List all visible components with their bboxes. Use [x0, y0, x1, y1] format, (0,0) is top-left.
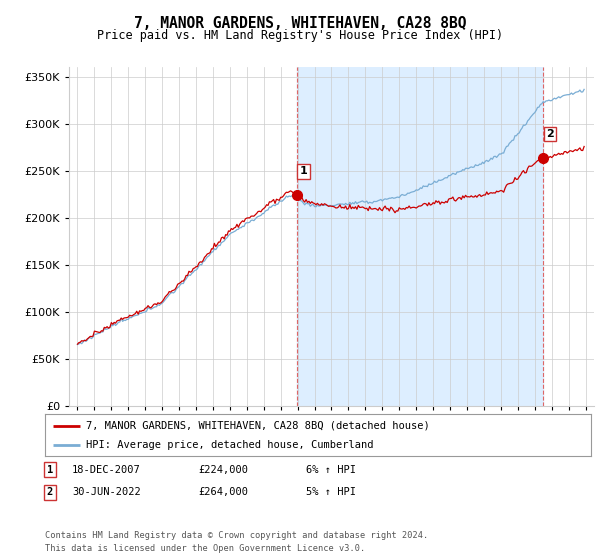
- Bar: [297, 67, 543, 406]
- Text: 30-JUN-2022: 30-JUN-2022: [72, 487, 141, 497]
- Text: 7, MANOR GARDENS, WHITEHAVEN, CA28 8BQ: 7, MANOR GARDENS, WHITEHAVEN, CA28 8BQ: [134, 16, 466, 31]
- Text: Contains HM Land Registry data © Crown copyright and database right 2024.: Contains HM Land Registry data © Crown c…: [45, 531, 428, 540]
- Text: 18-DEC-2007: 18-DEC-2007: [72, 465, 141, 475]
- Text: 2: 2: [546, 129, 553, 139]
- Text: £224,000: £224,000: [198, 465, 248, 475]
- Text: Price paid vs. HM Land Registry's House Price Index (HPI): Price paid vs. HM Land Registry's House …: [97, 29, 503, 42]
- Text: This data is licensed under the Open Government Licence v3.0.: This data is licensed under the Open Gov…: [45, 544, 365, 553]
- Text: £264,000: £264,000: [198, 487, 248, 497]
- Text: 1: 1: [299, 166, 307, 176]
- Text: 2: 2: [47, 487, 53, 497]
- Text: 6% ↑ HPI: 6% ↑ HPI: [306, 465, 356, 475]
- Text: 1: 1: [47, 465, 53, 475]
- Text: 7, MANOR GARDENS, WHITEHAVEN, CA28 8BQ (detached house): 7, MANOR GARDENS, WHITEHAVEN, CA28 8BQ (…: [86, 421, 430, 431]
- Text: HPI: Average price, detached house, Cumberland: HPI: Average price, detached house, Cumb…: [86, 440, 373, 450]
- Text: 5% ↑ HPI: 5% ↑ HPI: [306, 487, 356, 497]
